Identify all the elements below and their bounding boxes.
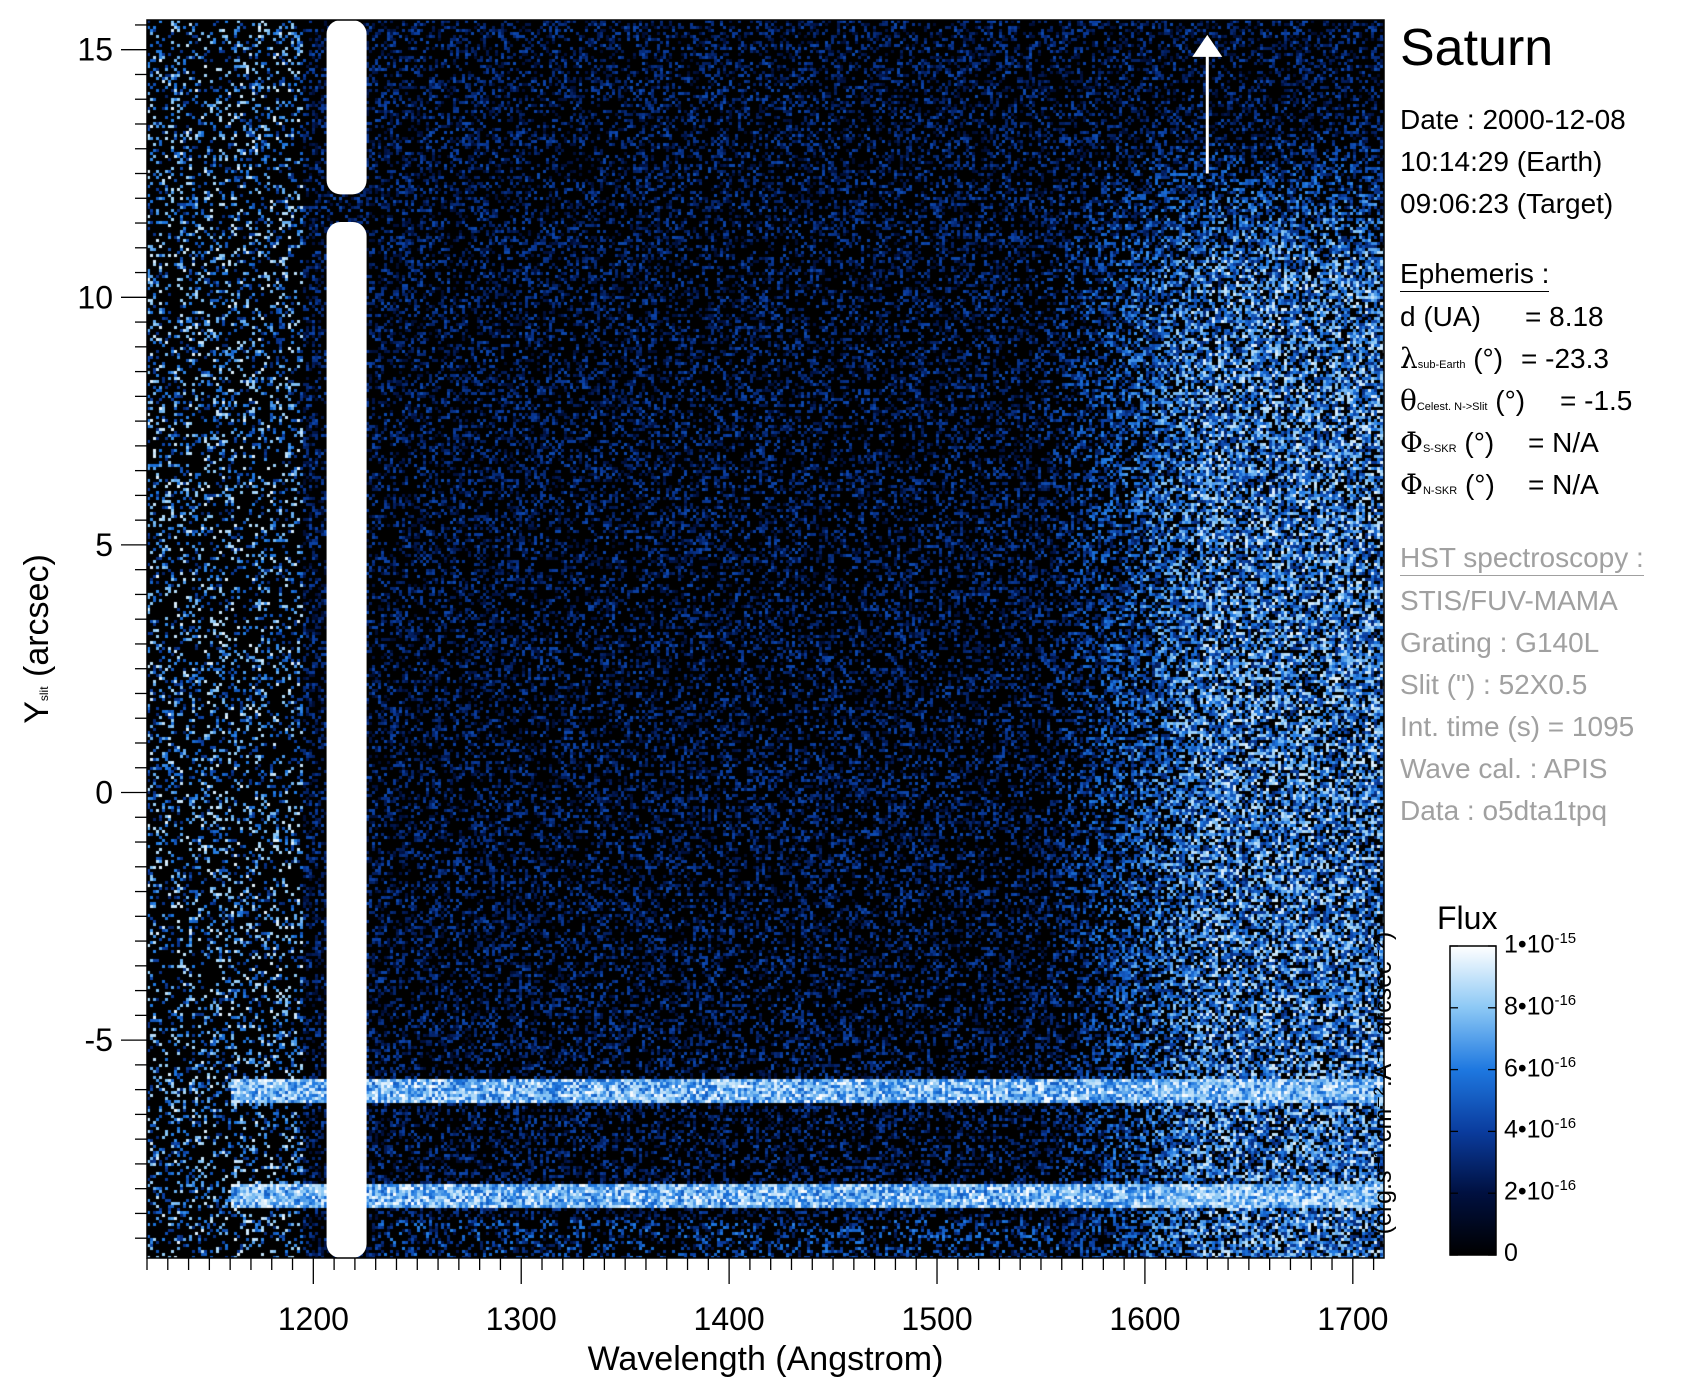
phi-s-subscript: S-SKR	[1422, 443, 1457, 455]
north-arrow-head	[1192, 34, 1223, 57]
phi-n-value: = N/A	[1528, 469, 1599, 500]
target-title: Saturn	[1400, 19, 1554, 77]
hst-instrument: STIS/FUV-MAMA	[1400, 585, 1618, 616]
lambda-unit: (°)	[1473, 343, 1504, 374]
theta-unit: (°)	[1495, 385, 1526, 416]
hst-grating: Grating : G140L	[1400, 627, 1600, 658]
x-tick-label: 1200	[278, 1301, 349, 1337]
theta-subscript: Celest. N->Slit	[1416, 401, 1488, 413]
x-tick-label: 1300	[486, 1301, 557, 1337]
phi-s-row: ΦS-SKR (°) = N/A	[1400, 426, 1599, 463]
colorbar-tick-label: 8•10-16	[1504, 991, 1577, 1021]
hst-int-time: Int. time (s) = 1095	[1400, 711, 1635, 742]
y-axis-label: Yslit (arcsec)	[18, 554, 56, 724]
colorbar	[1449, 945, 1497, 1256]
hst-heading: HST spectroscopy :	[1400, 542, 1644, 576]
colorbar-tick-label: 0	[1504, 1239, 1518, 1267]
lyman-alpha-column-lower	[326, 221, 367, 1258]
lambda-row: λsub-Earth (°) = -23.3	[1400, 342, 1609, 379]
phi-n-symbol: Φ	[1400, 468, 1423, 501]
phi-s-unit: (°)	[1464, 427, 1495, 458]
colorbar-title: Flux	[1437, 900, 1498, 936]
colorbar-unit-label: (erg.s⁻¹.cm⁻².A⁻¹.arcsec⁻²)	[1369, 931, 1397, 1235]
phi-n-unit: (°)	[1464, 469, 1495, 500]
date-text: Date : 2000-12-08	[1400, 104, 1626, 135]
phi-n-row: ΦN-SKR (°) = N/A	[1400, 468, 1599, 505]
y-tick-label: 15	[77, 32, 113, 68]
colorbar-tick-label: 2•10-16	[1504, 1177, 1577, 1206]
x-tick-label: 1500	[901, 1301, 972, 1337]
x-axis-label: Wavelength (Angstrom)	[588, 1340, 944, 1378]
target-time-text: 09:06:23 (Target)	[1400, 188, 1614, 219]
y-tick-label: 10	[77, 279, 113, 315]
plot-frame	[146, 19, 1385, 1259]
y-tick-label: -5	[85, 1022, 113, 1058]
x-tick-label: 1400	[694, 1301, 765, 1337]
lambda-value: = -23.3	[1521, 343, 1609, 374]
hst-wave-cal: Wave cal. : APIS	[1400, 753, 1608, 784]
hst-data-id: Data : o5dta1tpq	[1400, 795, 1608, 826]
colorbar-tick-label: 4•10-16	[1504, 1115, 1577, 1144]
lambda-subscript: sub-Earth	[1417, 359, 1466, 371]
x-tick-label: 1600	[1109, 1301, 1180, 1337]
phi-n-subscript: N-SKR	[1422, 485, 1458, 497]
ephemeris-heading: Ephemeris :	[1400, 258, 1550, 292]
phi-s-symbol: Φ	[1400, 426, 1423, 459]
colorbar-tick-label: 1•10-15	[1504, 930, 1577, 959]
y-tick-label: 0	[95, 775, 113, 811]
y-tick-label: 5	[95, 527, 113, 563]
distance-row: d (UA) = 8.18	[1400, 301, 1604, 332]
distance-label: d (UA)	[1400, 301, 1481, 332]
theta-value: = -1.5	[1560, 385, 1633, 416]
x-tick-label: 1700	[1317, 1301, 1388, 1337]
theta-symbol: θ	[1400, 384, 1417, 417]
hst-slit: Slit (") : 52X0.5	[1400, 669, 1588, 700]
theta-row: θCelest. N->Slit (°) = -1.5	[1400, 384, 1632, 421]
lambda-symbol: λ	[1400, 342, 1418, 375]
phi-s-value: = N/A	[1528, 427, 1599, 458]
lyman-alpha-column-upper	[326, 20, 367, 195]
earth-time-text: 10:14:29 (Earth)	[1400, 146, 1603, 177]
distance-value: = 8.18	[1525, 301, 1604, 332]
colorbar-tick-label: 6•10-16	[1504, 1053, 1577, 1082]
